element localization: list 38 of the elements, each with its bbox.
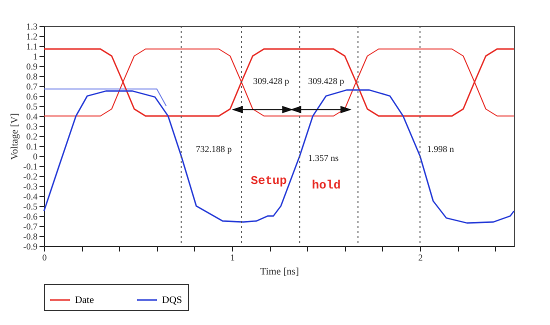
y-tick-label: -0.6	[23, 212, 38, 222]
y-tick-label: 0.7	[26, 82, 38, 92]
y-tick-label: -0.1	[23, 162, 38, 172]
annotation: Setup	[250, 174, 287, 188]
y-tick-label: -0.9	[23, 242, 38, 252]
legend-label: DQS	[162, 295, 182, 306]
line-series	[43, 89, 515, 224]
y-tick-label: 0.9	[26, 62, 38, 72]
annotation: 309.428 p	[308, 76, 345, 86]
y-tick-label: 0	[33, 152, 38, 162]
y-tick-label: 1.3	[26, 22, 38, 32]
x-tick-label: 1	[230, 252, 235, 262]
y-tick-label: -0.5	[23, 202, 38, 212]
y-tick-label: 1.2	[26, 32, 38, 42]
y-tick-label: 1	[33, 52, 38, 62]
y-tick-label: -0.8	[23, 232, 38, 242]
y-tick-label: 0.5	[26, 102, 38, 112]
y-tick-label: -0.2	[23, 172, 38, 182]
y-tick-label: 1.1	[26, 42, 38, 52]
y-tick-label: 0.4	[26, 112, 38, 122]
legend-label: Date	[75, 295, 94, 306]
y-tick-label: -0.7	[23, 222, 38, 232]
y-axis-title: Voltage [V]	[9, 113, 20, 160]
y-tick-label: 0.6	[26, 92, 38, 102]
y-tick-label: 0.8	[26, 72, 38, 82]
y-tick-label: 0.2	[26, 132, 38, 142]
y-tick-label: 0.3	[26, 122, 38, 132]
y-tick-label: 0.1	[26, 142, 38, 152]
annotation: 1.998 n	[427, 144, 455, 154]
y-tick-label: -0.3	[23, 182, 38, 192]
annotation: 309.428 p	[253, 76, 290, 86]
y-tick-label: -0.4	[23, 192, 38, 202]
x-tick-label: 2	[418, 252, 423, 262]
x-tick-label: 0	[42, 252, 48, 262]
x-axis-title: Time [ns]	[260, 266, 299, 278]
annotation: 1.357 ns	[308, 153, 340, 163]
annotation: hold	[312, 178, 341, 192]
annotation: 732.188 p	[196, 144, 232, 154]
